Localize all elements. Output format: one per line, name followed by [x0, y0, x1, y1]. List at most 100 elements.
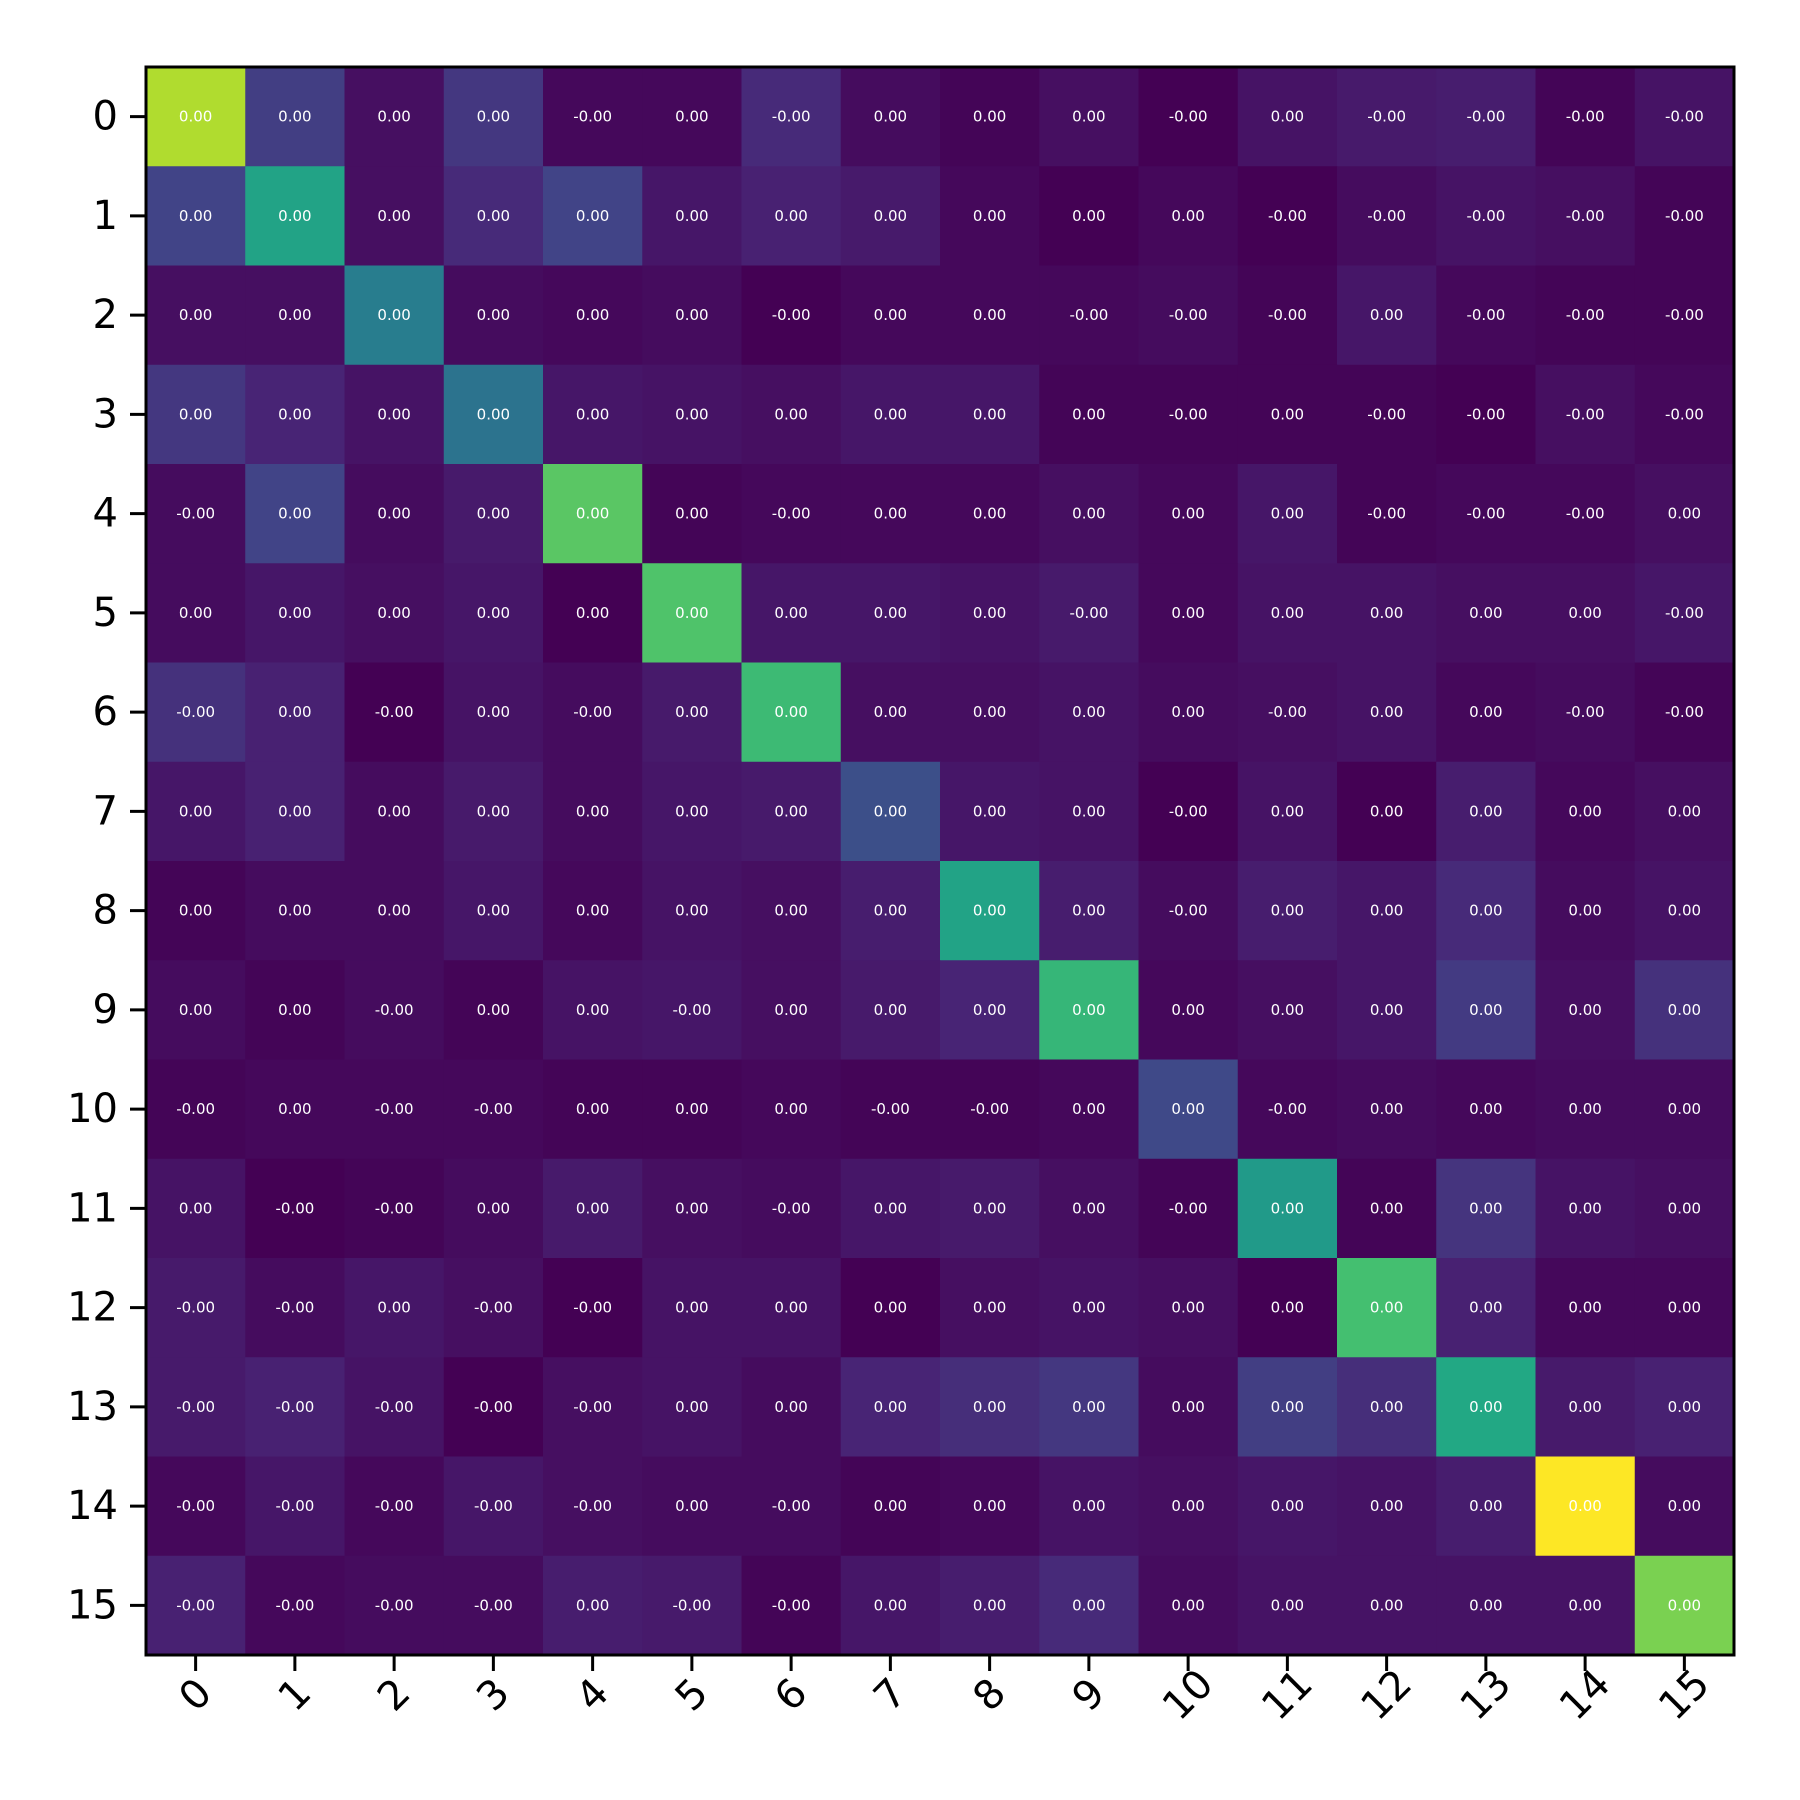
cell-value-label: 0.00: [1668, 802, 1701, 820]
cell-value-label: -0.00: [375, 1100, 414, 1118]
heatmap-cell: [1337, 67, 1437, 167]
cell-value-label: -0.00: [474, 1497, 513, 1515]
cell-value-label: -0.00: [1466, 405, 1505, 423]
cell-value-label: 0.00: [1370, 902, 1403, 920]
heatmap-cell: [1436, 761, 1536, 862]
heatmap-cell: [840, 1357, 941, 1457]
heatmap-cell: [1436, 1158, 1536, 1259]
cell-value-label: -0.00: [672, 1001, 711, 1019]
heatmap-cell: [443, 960, 544, 1060]
cell-value-label: 0.00: [477, 207, 510, 225]
heatmap-cell: [1535, 662, 1636, 763]
cell-value-label: 0.00: [774, 703, 807, 721]
heatmap-cell: [1237, 166, 1338, 266]
cell-value-label: 0.00: [377, 207, 410, 225]
cell-value-label: -0.00: [1169, 306, 1208, 324]
heatmap-cell: [443, 67, 544, 167]
cell-value-label: -0.00: [176, 505, 215, 523]
heatmap-cell: [1535, 1456, 1636, 1557]
heatmap-cell: [1138, 265, 1239, 366]
cell-value-label: 0.00: [1271, 1199, 1304, 1217]
heatmap-cell: [741, 1258, 842, 1358]
cell-value-label: 0.00: [675, 1398, 708, 1416]
heatmap-cell: [245, 166, 345, 266]
cell-value-label: 0.00: [874, 703, 907, 721]
x-axis: 0 1 2 3 4 5 6 7 8 9 10 11 12 13 14 15: [170, 1655, 1719, 1730]
heatmap-cell: [1138, 67, 1239, 167]
heatmap-cell: [543, 1158, 643, 1259]
cell-value-label: 0.00: [1072, 802, 1105, 820]
heatmap-cell: [543, 364, 643, 465]
heatmap-cell: [245, 364, 345, 465]
cell-value-label: -0.00: [375, 1497, 414, 1515]
cell-value-label: 0.00: [973, 802, 1006, 820]
heatmap-cell: [940, 960, 1040, 1060]
cell-value-label: -0.00: [176, 1497, 215, 1515]
cell-value-label: 0.00: [278, 1100, 311, 1118]
cell-value-label: -0.00: [1268, 1100, 1307, 1118]
heatmap-cell: [940, 364, 1040, 465]
cell-value-label: 0.00: [774, 207, 807, 225]
cell-value-label: 0.00: [179, 306, 212, 324]
cell-value-label: 0.00: [874, 604, 907, 622]
cell-value-label: 0.00: [477, 1001, 510, 1019]
cell-value-label: 0.00: [675, 306, 708, 324]
heatmap-cell: [940, 1059, 1040, 1160]
heatmap-cell: [443, 1158, 544, 1259]
cell-value-label: 0.00: [1072, 405, 1105, 423]
heatmap-cell: [1237, 464, 1338, 564]
heatmap-cell: [543, 1059, 643, 1160]
cell-value-label: 0.00: [477, 108, 510, 126]
heatmap-cell: [642, 265, 742, 366]
x-tick-label: 7: [865, 1670, 916, 1721]
cell-value-label: -0.00: [275, 1299, 314, 1317]
cell-value-label: 0.00: [675, 405, 708, 423]
heatmap-cell: [146, 761, 246, 862]
cell-value-label: 0.00: [874, 108, 907, 126]
heatmap-cell: [146, 960, 246, 1060]
heatmap-cell: [1436, 364, 1536, 465]
heatmap-cell: [344, 1555, 445, 1656]
cell-value-label: 0.00: [1171, 1299, 1204, 1317]
cell-value-label: 0.00: [774, 1299, 807, 1317]
heatmap-cell: [344, 1258, 445, 1358]
heatmap-cell: [1039, 1258, 1139, 1358]
heatmap-cell: [443, 1456, 544, 1557]
x-tick-label: 0: [170, 1670, 221, 1721]
cell-value-label: 0.00: [477, 802, 510, 820]
heatmap-cell: [1634, 563, 1735, 663]
heatmap-cell: [543, 166, 643, 266]
heatmap-cell: [1138, 166, 1239, 266]
heatmap-cell: [642, 861, 742, 961]
heatmap-cell: [1535, 364, 1636, 465]
heatmap-cell: [1138, 364, 1239, 465]
heatmap-cell: [344, 761, 445, 862]
y-tick-label: 10: [67, 1086, 118, 1132]
cell-value-label: 0.00: [477, 306, 510, 324]
cell-value-label: -0.00: [1566, 207, 1605, 225]
x-tick-label: 13: [1452, 1661, 1521, 1730]
cell-value-label: 0.00: [1171, 1596, 1204, 1614]
cell-value-label: 0.00: [1469, 1299, 1502, 1317]
heatmap-cell: [642, 960, 742, 1060]
cell-value-label: 0.00: [377, 108, 410, 126]
heatmap-cell: [741, 1357, 842, 1457]
heatmap-cell: [840, 1258, 941, 1358]
heatmap-cell: [940, 861, 1040, 961]
heatmap-cell: [1039, 1555, 1139, 1656]
cell-value-label: 0.00: [973, 505, 1006, 523]
cell-value-label: -0.00: [1069, 306, 1108, 324]
heatmap-cell: [443, 166, 544, 266]
cell-value-label: 0.00: [477, 505, 510, 523]
heatmap-cell: [1237, 1258, 1338, 1358]
heatmap-cell: [1634, 1456, 1735, 1557]
cell-value-label: 0.00: [477, 405, 510, 423]
y-tick-label: 13: [67, 1384, 118, 1430]
cell-value-label: 0.00: [179, 902, 212, 920]
heatmap-cell: [543, 67, 643, 167]
heatmap-cell: [1436, 265, 1536, 366]
cell-value-label: 0.00: [1370, 1100, 1403, 1118]
heatmap-cell: [840, 1555, 941, 1656]
heatmap-cell: [1634, 364, 1735, 465]
